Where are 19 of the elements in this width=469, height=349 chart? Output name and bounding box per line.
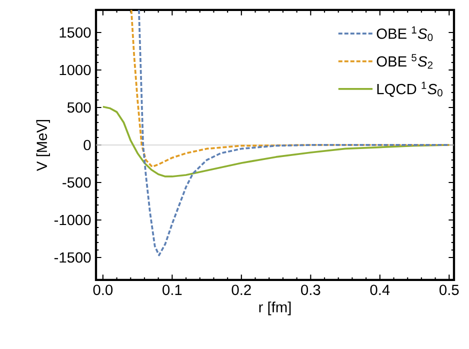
y-tick-label: 1000 [60,64,91,76]
legend-label: LQCD $^{1}$S$_{0}$ [377,82,442,97]
y-tick-label: -1000 [54,214,91,226]
line-series [130,10,450,168]
x-tick-label: 0.5 [440,284,459,296]
y-tick-label: 0 [84,140,91,150]
y-tick-label: 1500 [60,27,91,38]
x-axis-title: r [fm] [259,302,291,316]
x-tick-label: 0.3 [301,284,320,296]
x-tick-label: 0.1 [162,284,182,296]
x-tick-label: 0.0 [93,284,113,296]
x-tick-label: 0.4 [370,284,390,296]
legend-label: OBE $^{1}$S$_{0}$ [376,26,433,42]
y-tick-label: -500 [62,177,91,188]
legend-label: OBE $^{5}$S$_{2}$ [376,54,433,69]
y-tick-label: 500 [67,102,91,113]
y-tick-label: -1500 [54,252,91,263]
y-axis-title: V [MeV] [36,120,50,172]
x-tick-label: 0.2 [232,284,251,296]
